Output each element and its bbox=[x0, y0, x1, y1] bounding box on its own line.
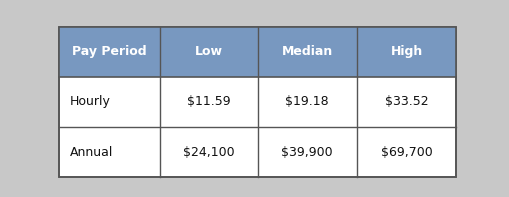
Text: $24,100: $24,100 bbox=[183, 146, 234, 159]
FancyBboxPatch shape bbox=[59, 27, 456, 77]
FancyBboxPatch shape bbox=[59, 27, 456, 177]
Text: Annual: Annual bbox=[70, 146, 113, 159]
Text: $19.18: $19.18 bbox=[285, 96, 328, 108]
Text: $11.59: $11.59 bbox=[187, 96, 230, 108]
Text: $33.52: $33.52 bbox=[384, 96, 428, 108]
Text: Median: Median bbox=[281, 45, 332, 58]
Text: High: High bbox=[390, 45, 422, 58]
Text: Pay Period: Pay Period bbox=[72, 45, 147, 58]
Text: $39,900: $39,900 bbox=[281, 146, 332, 159]
Text: $69,700: $69,700 bbox=[380, 146, 432, 159]
Text: Low: Low bbox=[194, 45, 222, 58]
Text: Hourly: Hourly bbox=[70, 96, 110, 108]
